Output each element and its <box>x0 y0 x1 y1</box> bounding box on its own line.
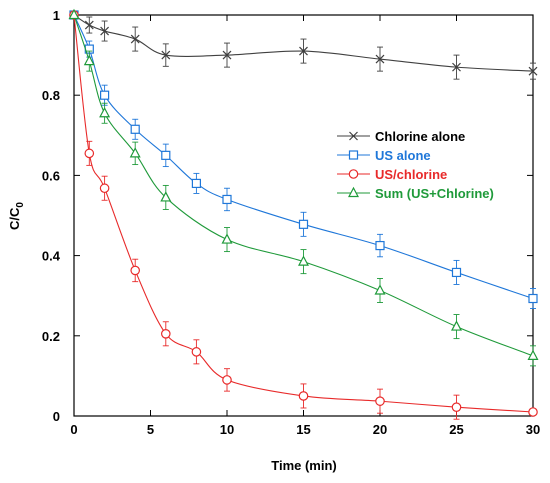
data-point <box>68 8 80 20</box>
data-point <box>451 320 462 331</box>
data-point <box>527 349 539 360</box>
x-tick-label: 30 <box>526 422 540 437</box>
x-tick-label: 15 <box>296 422 310 437</box>
data-point <box>298 391 309 401</box>
data-point <box>99 183 110 194</box>
data-point <box>191 347 202 357</box>
series-triangle <box>68 8 539 367</box>
marker-stroke <box>375 54 385 64</box>
data-point <box>375 396 385 406</box>
x-tick-label: 5 <box>147 422 154 437</box>
y-tick-label: 0.4 <box>42 249 61 264</box>
y-tick-label: 0 <box>53 409 60 424</box>
data-point <box>221 233 233 244</box>
legend-label: Sum (US+Chlorine) <box>375 186 494 201</box>
marker-stroke <box>161 50 171 60</box>
data-point <box>451 267 462 278</box>
legend: Chlorine alone US alone US/chlorine Sum (US… <box>337 129 494 201</box>
y-axis-title: C/C0 <box>7 202 26 230</box>
x-tick-label: 0 <box>70 422 77 437</box>
series-line <box>73 14 534 300</box>
axes: 0 5 10 15 20 25 30 0 0.2 0.4 0.6 0.8 1 <box>42 8 540 437</box>
y-tick-label: 0.8 <box>42 88 60 103</box>
marker-stroke <box>222 50 232 60</box>
y-tick-label: 0.2 <box>42 329 60 344</box>
y-axis-title-subscript: 0 <box>15 202 26 208</box>
series-line <box>73 14 534 357</box>
legend-marker <box>348 186 359 198</box>
y-tick-label: 1 <box>53 8 60 23</box>
marker-stroke <box>528 66 538 76</box>
data-point <box>83 54 95 66</box>
x-axis-title: Time (min) <box>271 458 337 473</box>
series-square <box>69 10 538 309</box>
legend-marker <box>348 150 359 160</box>
legend-label: US/chlorine <box>375 167 447 182</box>
series-line <box>73 14 534 72</box>
data-point <box>161 150 171 160</box>
legend-item: Sum (US+Chlorine) <box>337 186 494 201</box>
y-tick-label: 0.6 <box>42 168 60 183</box>
legend-item: US alone <box>337 148 431 163</box>
series-x <box>69 10 538 80</box>
series-area <box>68 8 539 420</box>
data-point <box>130 34 140 44</box>
data-point <box>161 328 171 339</box>
data-point <box>191 178 201 189</box>
data-point <box>84 148 95 159</box>
marker-stroke <box>452 62 461 72</box>
data-point <box>528 66 538 76</box>
data-point <box>222 194 232 205</box>
data-point <box>452 62 461 72</box>
data-point <box>100 26 110 36</box>
marker-stroke <box>84 20 94 30</box>
marker-stroke <box>100 26 110 36</box>
x-tick-label: 20 <box>373 422 387 437</box>
data-point <box>161 50 171 60</box>
data-point <box>130 265 140 276</box>
legend-item: Chlorine alone <box>337 129 465 144</box>
data-point <box>298 255 309 266</box>
data-point <box>130 124 140 134</box>
data-point <box>99 106 111 118</box>
legend-marker <box>349 131 358 141</box>
data-point <box>528 293 538 304</box>
data-point <box>99 90 110 100</box>
data-point <box>129 147 141 158</box>
data-point <box>160 191 172 202</box>
data-point <box>375 240 385 251</box>
data-point <box>451 402 462 412</box>
marker-stroke <box>299 46 308 56</box>
data-point <box>375 54 385 64</box>
data-point <box>298 219 309 229</box>
marker-stroke <box>349 131 358 141</box>
data-point <box>528 407 538 417</box>
x-tick-label: 25 <box>449 422 463 437</box>
legend-label: Chlorine alone <box>375 129 465 144</box>
data-point <box>84 20 94 30</box>
data-point <box>374 284 386 295</box>
data-point <box>222 375 232 385</box>
legend-label: US alone <box>375 148 431 163</box>
legend-marker <box>348 169 359 179</box>
x-tick-label: 10 <box>220 422 234 437</box>
marker-stroke <box>130 34 140 44</box>
y-axis-title-main: C/C <box>7 207 22 230</box>
data-point <box>299 46 308 56</box>
legend-item: US/chlorine <box>337 167 447 182</box>
data-point <box>222 50 232 60</box>
